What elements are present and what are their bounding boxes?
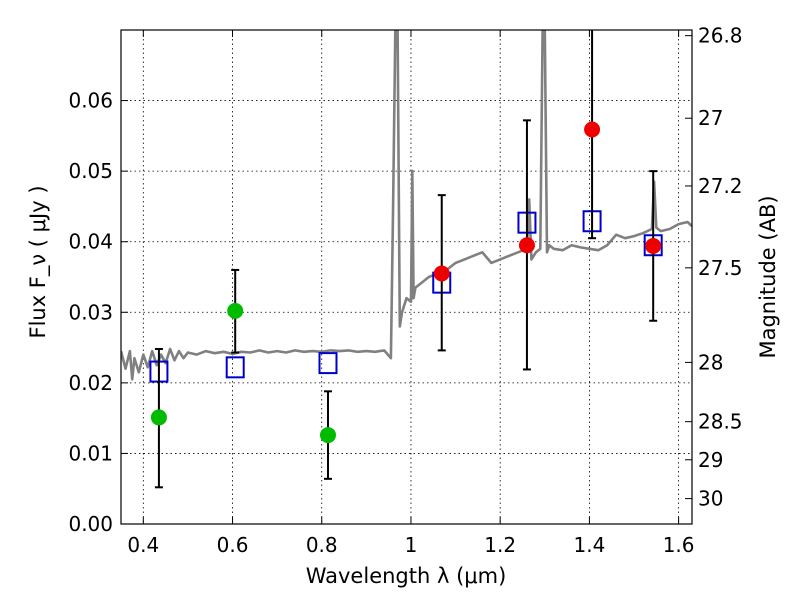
y-tick-label: 0.00 — [68, 512, 113, 536]
x-axis-title: Wavelength λ (μm) — [306, 564, 507, 588]
x-tick-label: 0.4 — [127, 533, 159, 557]
left-y-axis-title: Flux F_ν ( μJy ) — [26, 185, 51, 338]
x-tick-label: 0.8 — [306, 533, 338, 557]
y-tick-label: 0.05 — [68, 159, 113, 183]
y-tick-label: 0.02 — [68, 371, 113, 395]
axis-tick-labels: 0.4 0.6 0.8 1 1.2 1.4 1.6 0.00 0.01 0.02 0.03 0.04 0… — [68, 24, 742, 557]
observed-flux-point — [319, 427, 336, 444]
x-tick-label: 1 — [405, 533, 418, 557]
observed-flux-point — [227, 302, 244, 319]
magnitude-tick-label: 28.5 — [698, 410, 743, 434]
x-tick-label: 1.6 — [663, 533, 695, 557]
magnitude-tick-label: 27.2 — [698, 174, 743, 198]
plot-frame — [120, 29, 693, 525]
model-flux-square — [318, 352, 338, 375]
magnitude-tick-label: 26.8 — [698, 24, 743, 48]
magnitude-tick-label: 30 — [698, 487, 723, 511]
magnitude-tick-label: 29 — [698, 448, 723, 472]
observed-flux-point — [518, 237, 535, 254]
y-tick-label: 0.01 — [68, 441, 113, 465]
magnitude-tick-label: 27.5 — [698, 256, 743, 280]
magnitude-tick-label: 27 — [698, 106, 723, 130]
x-tick-label: 0.6 — [217, 533, 249, 557]
y-tick-label: 0.03 — [68, 300, 113, 324]
right-y-axis-title: Magnitude (AB) — [756, 195, 780, 358]
model-flux-square — [225, 356, 245, 379]
y-tick-label: 0.06 — [68, 89, 113, 113]
observed-flux-point — [433, 265, 450, 282]
x-tick-label: 1.4 — [573, 533, 605, 557]
observed-flux-point — [150, 409, 167, 426]
observed-flux-point — [645, 237, 662, 254]
observed-flux-point — [584, 121, 601, 138]
plot-data-area — [121, 30, 692, 489]
axis-ticks — [121, 30, 692, 525]
y-tick-label: 0.04 — [68, 230, 113, 254]
magnitude-tick-label: 28 — [698, 350, 723, 374]
x-tick-label: 1.2 — [484, 533, 516, 557]
spectrum-line — [121, 30, 692, 381]
